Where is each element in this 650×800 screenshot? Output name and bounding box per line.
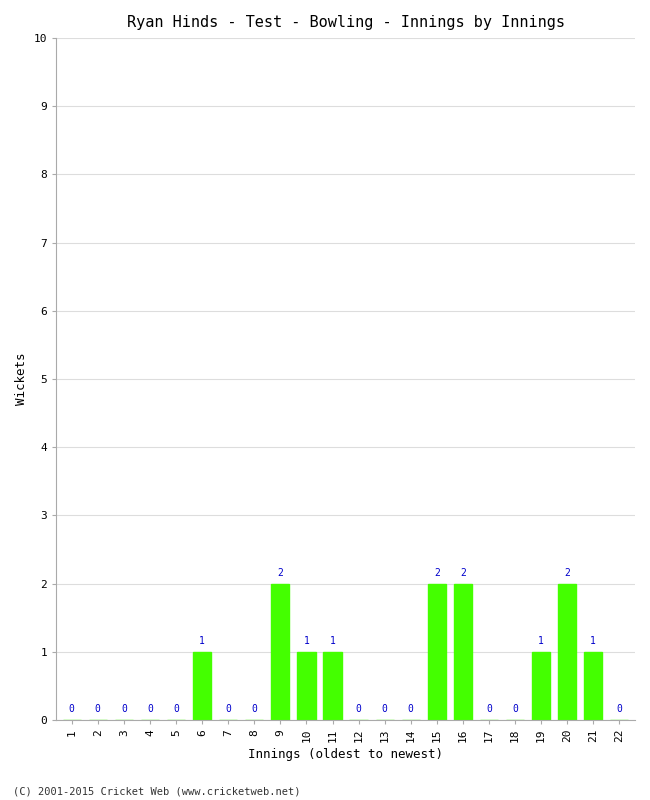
Text: 0: 0 (486, 705, 492, 714)
Bar (584, 652, 603, 720)
Text: 0: 0 (356, 705, 361, 714)
Text: 0: 0 (512, 705, 518, 714)
Bar (428, 583, 446, 720)
Text: 0: 0 (147, 705, 153, 714)
Text: 0: 0 (616, 705, 622, 714)
Text: 1: 1 (199, 636, 205, 646)
Text: 0: 0 (382, 705, 387, 714)
Bar (532, 652, 551, 720)
Text: 0: 0 (226, 705, 231, 714)
Text: 1: 1 (304, 636, 309, 646)
X-axis label: Innings (oldest to newest): Innings (oldest to newest) (248, 748, 443, 761)
Title: Ryan Hinds - Test - Bowling - Innings by Innings: Ryan Hinds - Test - Bowling - Innings by… (127, 15, 565, 30)
Y-axis label: Wickets: Wickets (15, 353, 28, 406)
Bar (454, 583, 472, 720)
Text: (C) 2001-2015 Cricket Web (www.cricketweb.net): (C) 2001-2015 Cricket Web (www.cricketwe… (13, 786, 300, 796)
Text: 1: 1 (590, 636, 596, 646)
Text: 0: 0 (95, 705, 101, 714)
Text: 2: 2 (278, 568, 283, 578)
Text: 2: 2 (460, 568, 466, 578)
Text: 0: 0 (408, 705, 413, 714)
Text: 0: 0 (252, 705, 257, 714)
Bar (271, 583, 289, 720)
Text: 0: 0 (121, 705, 127, 714)
Text: 2: 2 (434, 568, 440, 578)
Bar (324, 652, 342, 720)
Text: 1: 1 (330, 636, 335, 646)
Text: 2: 2 (564, 568, 570, 578)
Text: 0: 0 (69, 705, 75, 714)
Bar (297, 652, 315, 720)
Bar (193, 652, 211, 720)
Text: 1: 1 (538, 636, 544, 646)
Text: 0: 0 (173, 705, 179, 714)
Bar (558, 583, 577, 720)
